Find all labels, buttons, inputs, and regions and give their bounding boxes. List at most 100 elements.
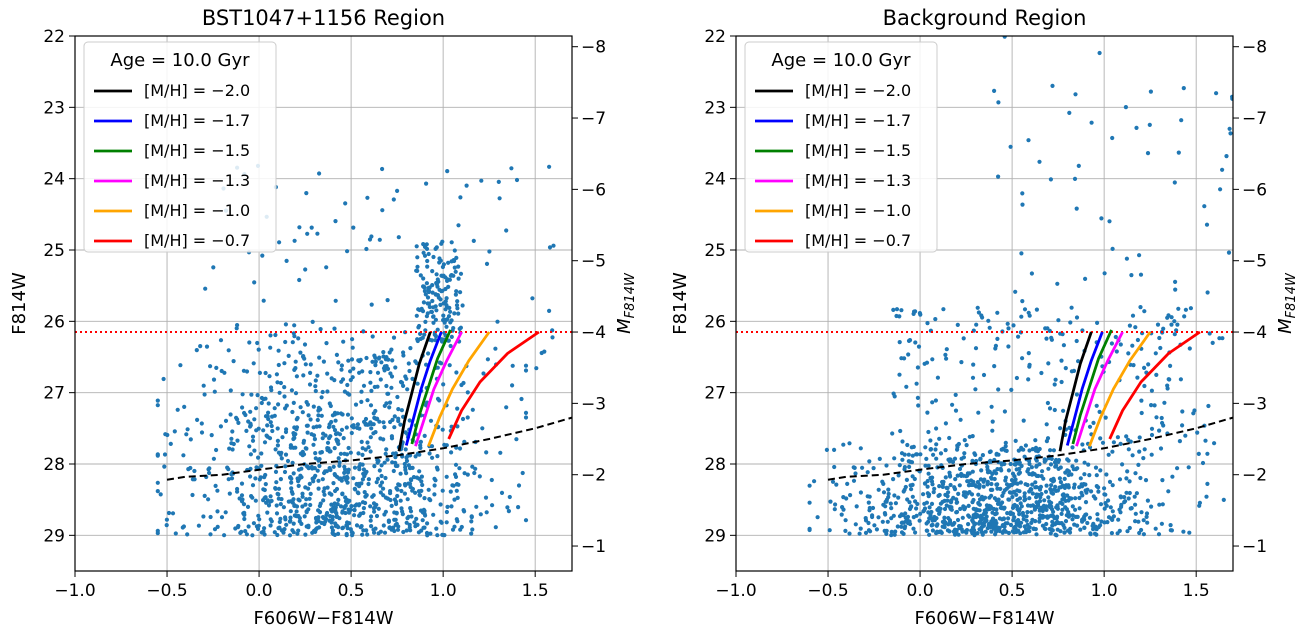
axes-frame [735, 35, 1234, 572]
scatter-point [244, 532, 249, 537]
x-axis-label: F606W−F814W [914, 608, 1054, 629]
scatter-point [331, 464, 336, 469]
scatter-point [321, 498, 326, 503]
scatter-point [1065, 493, 1070, 498]
scatter-point [470, 527, 475, 532]
scatter-point [1034, 485, 1039, 490]
scatter-point [246, 419, 251, 424]
scatter-point [970, 375, 976, 380]
scatter-point [345, 470, 351, 475]
scatter-point [1207, 331, 1212, 336]
scatter-point [429, 309, 434, 314]
legend-entry: [M/H] = −0.7 [144, 231, 250, 250]
scatter-point [305, 231, 310, 236]
scatter-point [1123, 499, 1128, 504]
scatter-point [363, 447, 368, 452]
scatter-point [259, 530, 264, 535]
scatter-point [282, 361, 287, 366]
scatter-point [1025, 509, 1030, 515]
scatter-point [242, 516, 247, 522]
scatter-point [1058, 500, 1063, 505]
y2-tick-label: −3 [1242, 394, 1267, 414]
scatter-point [1197, 500, 1202, 505]
scatter-point [404, 520, 409, 525]
scatter-point [358, 525, 363, 530]
y-tick-label: 25 [704, 241, 726, 261]
scatter-point [981, 497, 986, 502]
scatter-point [832, 464, 837, 470]
scatter-point [366, 481, 371, 487]
scatter-point [348, 450, 353, 455]
scatter-point [452, 265, 457, 270]
scatter-point [1130, 453, 1135, 458]
scatter-point [465, 390, 470, 395]
scatter-point [1093, 465, 1099, 470]
y2-tick-label: −3 [581, 394, 606, 414]
scatter-point [961, 336, 966, 341]
scatter-point [396, 524, 401, 529]
scatter-point [1204, 222, 1210, 227]
scatter-point [340, 525, 346, 530]
scatter-point [945, 485, 950, 491]
scatter-point [930, 400, 935, 405]
scatter-point [330, 413, 335, 418]
scatter-point [922, 361, 927, 366]
scatter-point [314, 424, 319, 429]
scatter-point [209, 433, 214, 438]
scatter-point [278, 380, 283, 386]
scatter-point [1102, 492, 1107, 497]
scatter-point [1075, 466, 1080, 471]
scatter-point [947, 529, 952, 534]
axes-frame [74, 35, 573, 572]
scatter-point [349, 504, 354, 509]
scatter-point [299, 466, 304, 471]
scatter-point [345, 475, 350, 481]
scatter-point [915, 365, 921, 370]
scatter-point [461, 508, 466, 513]
scatter-point [316, 508, 321, 513]
scatter-point [297, 225, 302, 230]
scatter-point [505, 505, 510, 510]
scatter-point [230, 447, 235, 452]
scatter-point [424, 242, 429, 247]
scatter-point [343, 201, 348, 206]
scatter-point [881, 490, 887, 495]
y2-tick-label: −6 [1242, 180, 1267, 200]
scatter-point [1146, 362, 1151, 367]
completeness-curve [827, 416, 1233, 481]
scatter-point [1005, 521, 1010, 526]
scatter-point [320, 389, 325, 395]
x-tick-label: 0.5 [338, 581, 365, 601]
y-tick-label: 28 [704, 455, 726, 475]
scatter-point [357, 464, 362, 470]
scatter-point [896, 473, 901, 478]
scatter-point [434, 308, 439, 313]
scatter-point [947, 504, 952, 509]
scatter-point [440, 488, 445, 493]
scatter-point [451, 483, 456, 488]
scatter-point [374, 480, 379, 485]
scatter-point [1091, 521, 1096, 526]
scatter-point [327, 491, 332, 496]
scatter-point [1026, 138, 1031, 143]
scatter-point [1083, 500, 1089, 505]
scatter-point [1073, 507, 1078, 512]
scatter-point [345, 412, 351, 417]
scatter-point [523, 518, 529, 523]
scatter-point [1086, 462, 1091, 467]
scatter-point [290, 460, 295, 465]
scatter-point [441, 313, 446, 318]
scatter-point [955, 517, 961, 523]
scatter-point [992, 88, 997, 93]
scatter-point [1071, 485, 1077, 490]
scatter-point [992, 364, 997, 369]
scatter-point [889, 529, 894, 535]
scatter-point [943, 475, 948, 480]
scatter-point [342, 505, 347, 510]
scatter-point [393, 517, 398, 522]
scatter-point [1037, 446, 1042, 452]
scatter-point [978, 456, 983, 461]
y-axis-label: F814W [9, 272, 30, 335]
scatter-point [833, 502, 838, 507]
scatter-point [438, 502, 443, 507]
